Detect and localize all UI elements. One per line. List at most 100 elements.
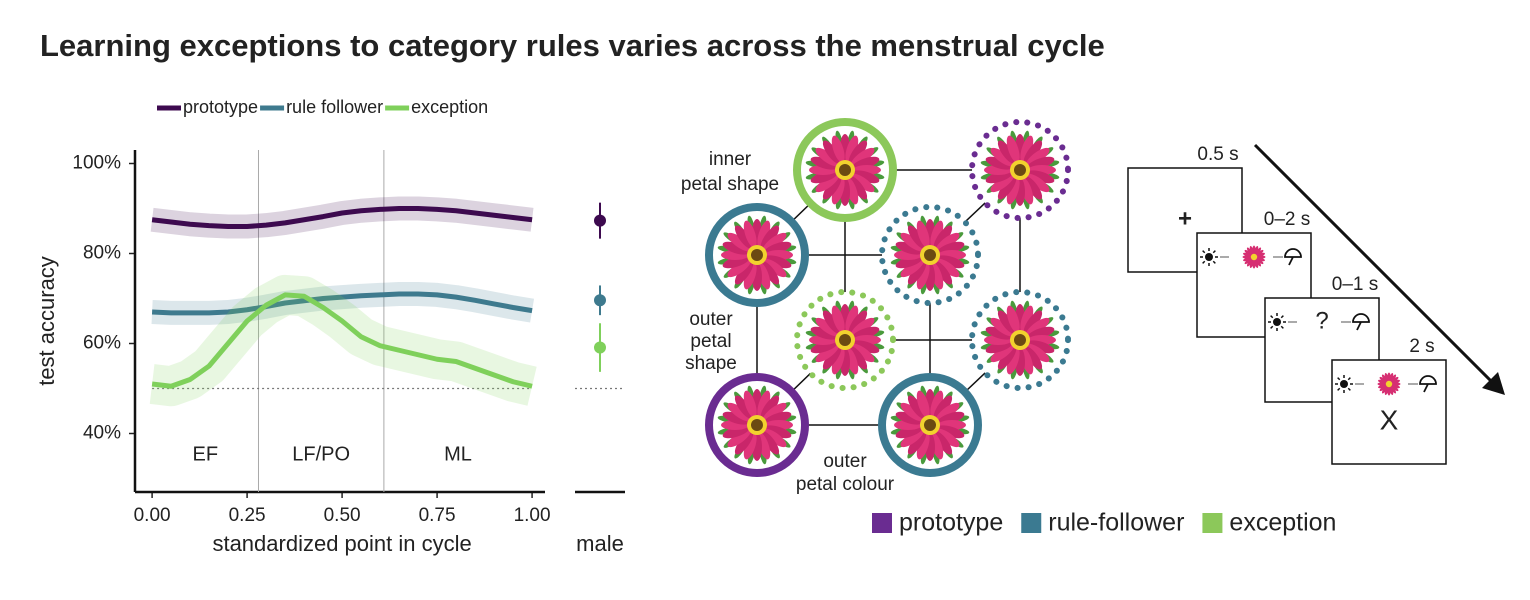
sun-ray xyxy=(1280,315,1284,319)
small-flower xyxy=(1377,372,1401,396)
petal xyxy=(990,317,1014,337)
petal xyxy=(997,346,1017,370)
petal xyxy=(722,241,750,255)
petal xyxy=(907,395,927,419)
petal xyxy=(900,402,924,422)
petal xyxy=(936,402,960,422)
legend-swatch xyxy=(1021,513,1042,533)
petal xyxy=(831,347,845,375)
sun-icon xyxy=(1273,318,1281,326)
petal xyxy=(1381,374,1388,383)
slide-title: Learning exceptions to category rules va… xyxy=(40,28,1105,63)
petal xyxy=(1384,373,1389,382)
legend-swatch xyxy=(1202,513,1223,533)
cube-axis-label: petal shape xyxy=(681,174,779,195)
petal xyxy=(930,390,944,418)
sun-ray xyxy=(1270,315,1274,319)
time-arrow-head xyxy=(1482,372,1505,395)
cube-axis-label: petal colour xyxy=(796,474,895,495)
male-point xyxy=(594,341,606,354)
petal xyxy=(1020,135,1034,163)
petal xyxy=(845,135,859,163)
petal xyxy=(916,432,930,460)
umbrella-icon xyxy=(1419,375,1437,393)
sun-ray xyxy=(1202,250,1206,254)
petal xyxy=(852,340,880,354)
flower xyxy=(717,385,797,465)
petal xyxy=(1023,346,1043,370)
petal xyxy=(848,176,868,200)
petal xyxy=(1378,379,1387,384)
cube-axis-label: outer xyxy=(689,309,733,330)
petal xyxy=(997,310,1017,334)
petal xyxy=(763,232,787,252)
screen-duration: 0.5 s xyxy=(1197,144,1238,165)
screen-duration: 0–2 s xyxy=(1264,209,1310,230)
petal xyxy=(900,232,924,252)
flower-core xyxy=(751,249,763,261)
petal xyxy=(727,232,751,252)
petal xyxy=(763,258,787,278)
petal xyxy=(1006,347,1020,375)
flower-core xyxy=(924,419,936,431)
petal xyxy=(1026,173,1050,193)
x-tick-label: 1.00 xyxy=(514,505,551,526)
petal xyxy=(1379,385,1388,392)
petal xyxy=(937,255,965,269)
flower xyxy=(890,215,970,295)
petal xyxy=(1026,343,1050,363)
petal xyxy=(933,225,953,249)
petal xyxy=(1006,135,1020,163)
petal xyxy=(822,310,842,334)
petal xyxy=(1006,305,1020,333)
sun-icon xyxy=(1340,380,1348,388)
sun-ray xyxy=(1270,325,1274,329)
petal xyxy=(815,317,839,337)
petal xyxy=(1243,252,1252,257)
x-tick-label: 0.50 xyxy=(324,505,361,526)
sun-icon xyxy=(1205,253,1213,261)
petal xyxy=(997,176,1017,200)
petal xyxy=(1244,258,1253,265)
male-point xyxy=(594,294,606,307)
petal xyxy=(852,170,880,184)
petal xyxy=(763,402,787,422)
petal xyxy=(734,225,754,249)
flower xyxy=(805,300,885,380)
sun-ray xyxy=(1347,387,1351,391)
sun-ray xyxy=(1212,260,1216,264)
petal xyxy=(933,395,953,419)
x-tick-label: 0.25 xyxy=(229,505,266,526)
flower-core xyxy=(924,249,936,261)
petal xyxy=(916,220,930,248)
petal xyxy=(933,431,953,455)
petal xyxy=(936,232,960,252)
petal xyxy=(734,431,754,455)
petal xyxy=(743,262,757,290)
small-flower xyxy=(1242,245,1266,269)
flower-center xyxy=(1250,253,1258,261)
petal xyxy=(848,140,868,164)
flower-core xyxy=(751,419,763,431)
petal xyxy=(1255,247,1262,256)
umbrella-icon xyxy=(1284,248,1302,266)
petal xyxy=(933,261,953,285)
flower-core xyxy=(839,334,851,346)
petal xyxy=(757,220,771,248)
time-arrow xyxy=(1253,143,1497,387)
petal xyxy=(722,411,750,425)
petal xyxy=(1390,385,1399,392)
petal xyxy=(985,326,1013,340)
legend-label: exception xyxy=(411,97,488,117)
petal xyxy=(743,390,757,418)
petal xyxy=(851,147,875,167)
male-point xyxy=(594,214,606,227)
petal xyxy=(936,428,960,448)
petal xyxy=(1249,246,1254,255)
petal xyxy=(851,173,875,193)
petal xyxy=(907,431,927,455)
cube-axis-label: shape xyxy=(685,353,737,374)
petal xyxy=(1026,147,1050,167)
petal xyxy=(907,261,927,285)
